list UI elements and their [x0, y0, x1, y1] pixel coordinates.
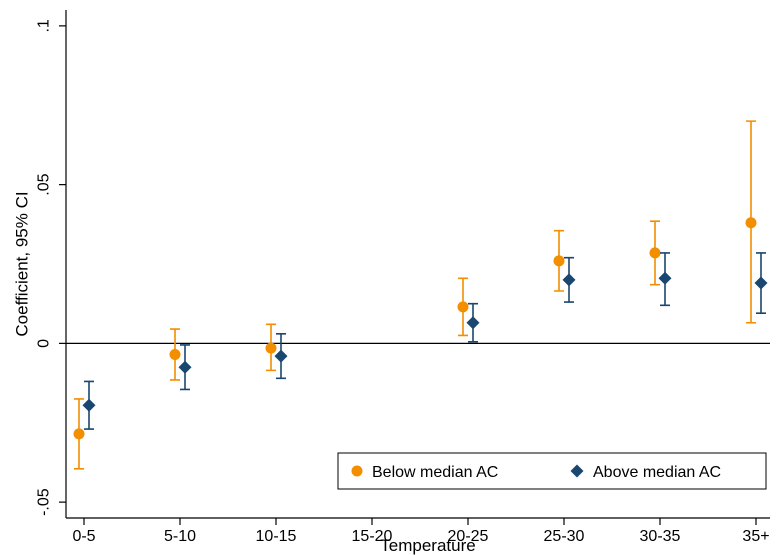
x-tick-label: 10-15	[256, 528, 297, 545]
data-point	[754, 276, 768, 290]
y-tick-label: 0	[36, 339, 53, 348]
data-point	[265, 342, 277, 354]
data-point	[658, 271, 672, 285]
legend-label-below: Below median AC	[372, 464, 498, 481]
x-tick-label: 15-20	[352, 528, 393, 545]
data-point	[457, 301, 469, 313]
data-point	[649, 247, 661, 259]
data-point	[73, 428, 85, 440]
y-axis-ticks: -.05 0 .05 .1	[36, 19, 66, 516]
y-tick-label: .05	[36, 173, 53, 195]
x-axis-ticks: 0-5 5-10 10-15 15-20 20-25 25-30 30-35 35+	[72, 518, 770, 545]
series-layer	[73, 120, 768, 470]
data-point	[745, 217, 757, 229]
series-above-median	[82, 252, 768, 430]
legend-label-above: Above median AC	[593, 464, 721, 481]
x-tick-label: 30-35	[640, 528, 681, 545]
x-tick-label: 25-30	[544, 528, 585, 545]
x-tick-label: 35+	[742, 528, 769, 545]
x-tick-label: 0-5	[72, 528, 95, 545]
y-tick-label: -.05	[36, 488, 53, 516]
x-axis-title: Temperature	[380, 536, 475, 555]
x-tick-label: 20-25	[448, 528, 489, 545]
plot-area	[65, 10, 770, 519]
y-tick-label: .1	[36, 19, 53, 32]
data-point	[466, 316, 480, 330]
legend: Below median AC Above median AC	[337, 452, 767, 490]
data-point	[562, 273, 576, 287]
x-tick-label: 5-10	[164, 528, 196, 545]
legend-marker-below	[351, 465, 363, 477]
data-point	[553, 255, 565, 267]
data-point	[169, 348, 181, 360]
data-point	[82, 398, 96, 412]
legend-box	[337, 452, 767, 490]
series-below-median	[73, 120, 757, 470]
y-axis-title: Coefficient, 95% CI	[13, 191, 32, 336]
data-point	[178, 360, 192, 374]
data-point	[274, 349, 288, 363]
legend-marker-above	[570, 464, 584, 478]
